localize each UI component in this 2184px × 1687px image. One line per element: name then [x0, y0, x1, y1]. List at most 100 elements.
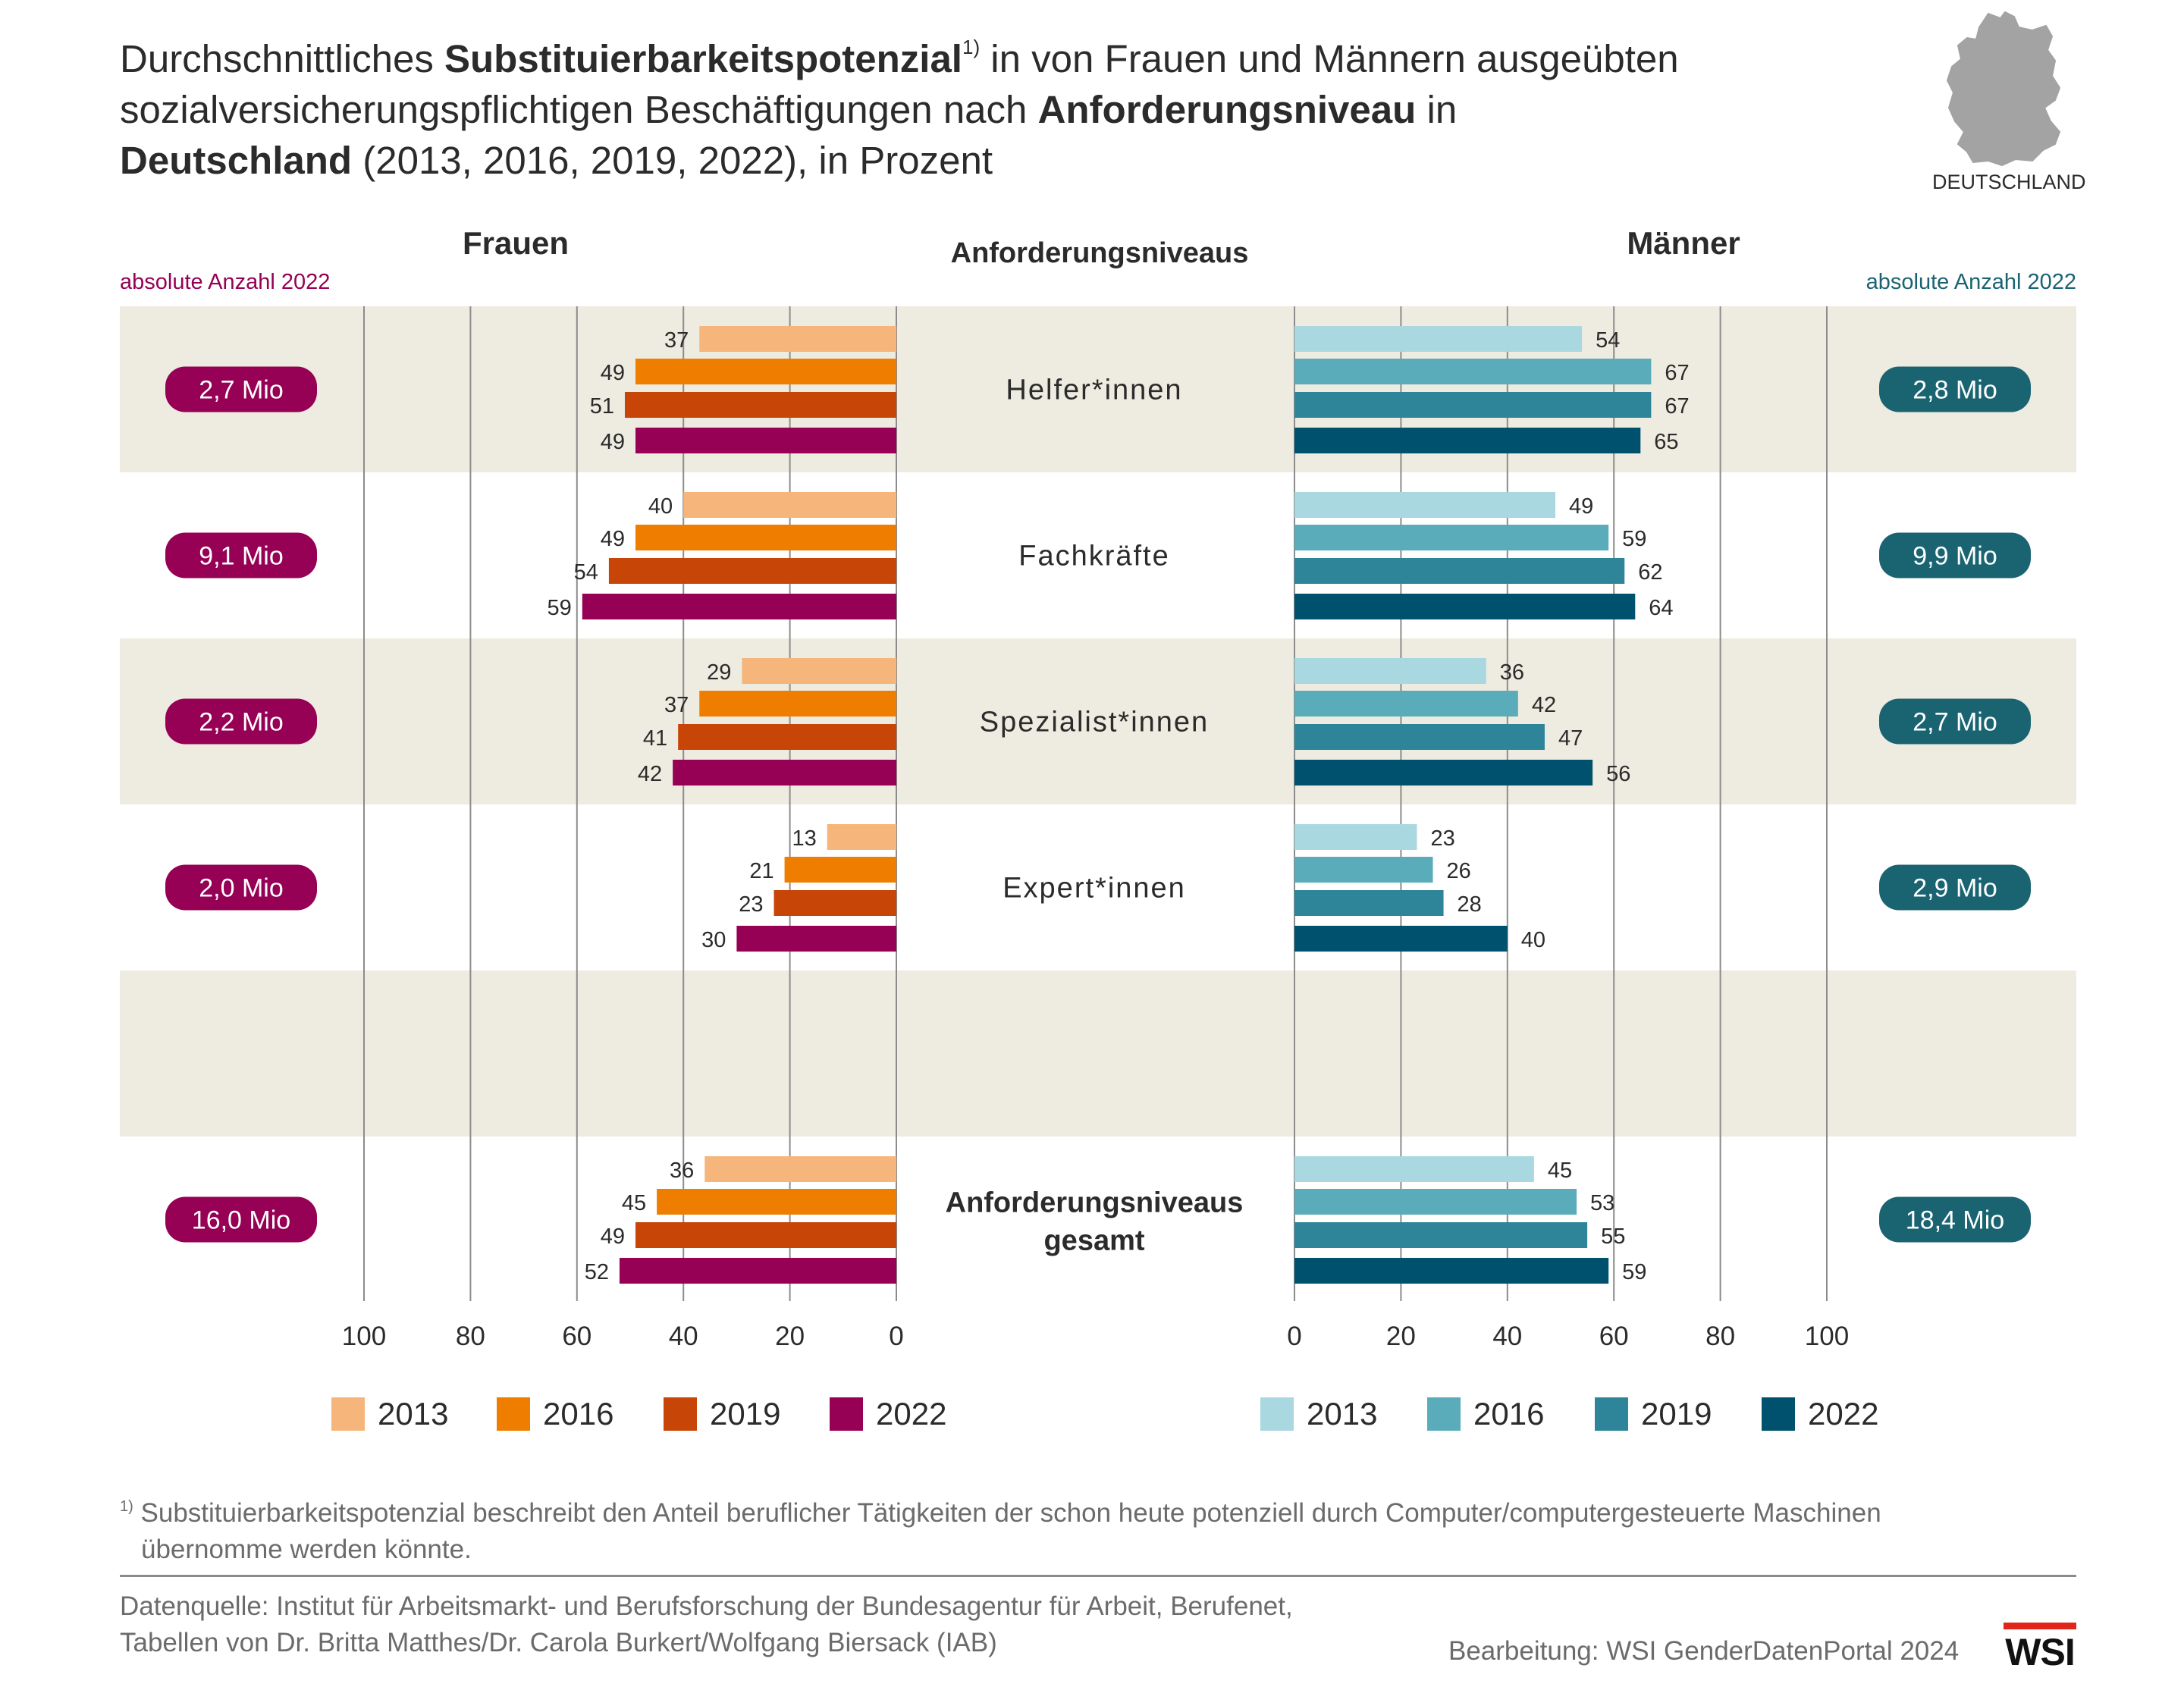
data-label-men: 40: [1521, 928, 1545, 952]
bar-men-2013: [1294, 326, 1583, 352]
data-label-women: 54: [574, 560, 598, 585]
legend-swatch-women-2013: [331, 1397, 365, 1431]
bar-women-2019: [774, 890, 896, 916]
bar-women-2022: [619, 1258, 896, 1284]
category-label: gesamt: [1043, 1225, 1144, 1257]
bar-men-2022: [1294, 1258, 1609, 1284]
data-label-women: 52: [585, 1260, 609, 1284]
absolute-badge-women-text: 9,1 Mio: [199, 542, 284, 571]
legend-swatch-men-2016: [1427, 1397, 1461, 1431]
legend-label-men: 2019: [1641, 1396, 1712, 1431]
data-label-men: 23: [1430, 826, 1454, 851]
footnote-line-1: 1) Substituierbarkeitspotenzial beschrei…: [120, 1498, 1881, 1528]
legend-swatch-women-2022: [830, 1397, 863, 1431]
bar-women-2016: [657, 1189, 896, 1215]
bar-men-2013: [1294, 824, 1417, 850]
bar-men-2019: [1294, 558, 1625, 584]
bar-men-2016: [1294, 1189, 1577, 1215]
credit: Bearbeitung: WSI GenderDatenPortal 2024: [1448, 1636, 1960, 1666]
data-label-women: 30: [701, 928, 726, 952]
data-label-men: 28: [1458, 892, 1482, 917]
source-line-2: Tabellen von Dr. Britta Matthes/Dr. Caro…: [120, 1628, 997, 1657]
x-tick-label-men: 0: [1287, 1322, 1301, 1351]
x-tick-label-women: 40: [669, 1322, 698, 1351]
chart-title: Durchschnittliches Substituierbarkeitspo…: [120, 33, 1864, 186]
bar-women-2013: [699, 326, 896, 352]
bar-women-2019: [624, 392, 896, 418]
title-line-3: Deutschland (2013, 2016, 2019, 2022), in…: [120, 139, 993, 182]
data-label-men: 45: [1548, 1159, 1572, 1183]
legend-swatch-women-2019: [664, 1397, 697, 1431]
bar-men-2013: [1294, 658, 1486, 684]
bar-women-2022: [635, 428, 896, 453]
footer-divider: [120, 1575, 2076, 1577]
bar-men-2019: [1294, 890, 1444, 916]
germany-map-icon: [1946, 11, 2061, 167]
legend-swatch-women-2016: [497, 1397, 530, 1431]
x-tick-label-women: 60: [562, 1322, 592, 1351]
x-tick-label-women: 0: [889, 1322, 903, 1351]
legend-label-women: 2013: [378, 1396, 448, 1431]
data-source: Datenquelle: Institut für Arbeitsmarkt- …: [120, 1588, 1561, 1661]
data-label-women: 51: [590, 394, 614, 419]
absolute-badge-men: [1879, 698, 2031, 745]
absolute-badge-men: [1879, 1196, 2031, 1243]
footnote-line-2: übernomme werden könnte.: [141, 1535, 472, 1564]
footnote: 1) Substituierbarkeitspotenzial beschrei…: [120, 1495, 2091, 1568]
legend-label-women: 2016: [543, 1396, 613, 1431]
source-line-1: Datenquelle: Institut für Arbeitsmarkt- …: [120, 1591, 1293, 1621]
bar-men-2013: [1294, 1156, 1534, 1182]
bar-men-2016: [1294, 525, 1609, 550]
bar-women-2019: [678, 724, 896, 750]
category-band: [120, 970, 2076, 1137]
bar-men-2019: [1294, 392, 1652, 418]
data-label-women: 29: [707, 660, 731, 685]
legend-label-men: 2016: [1473, 1396, 1544, 1431]
legend-label-women: 2019: [710, 1396, 780, 1431]
absolute-badge-men: [1879, 532, 2031, 579]
bar-women-2019: [635, 1222, 896, 1248]
bar-women-2013: [827, 824, 896, 850]
legend-swatch-men-2013: [1260, 1397, 1294, 1431]
x-tick-label-men: 20: [1386, 1322, 1416, 1351]
absolute-badge-women: [165, 532, 317, 579]
absolute-badge-men: [1879, 864, 2031, 911]
data-label-men: 67: [1665, 361, 1689, 385]
legend-label-women: 2022: [876, 1396, 946, 1431]
data-label-men: 56: [1606, 762, 1630, 786]
data-label-men: 54: [1596, 328, 1620, 353]
x-tick-label-men: 40: [1492, 1322, 1522, 1351]
absolute-badge-women: [165, 366, 317, 412]
absolute-badge-women: [165, 1196, 317, 1243]
bar-women-2016: [699, 691, 896, 717]
absolute-badge-women-text: 2,7 Mio: [199, 376, 284, 405]
category-label: Anforderungsniveaus: [946, 1187, 1244, 1219]
absolute-badge-women-text: 16,0 Mio: [192, 1206, 290, 1235]
bar-men-2019: [1294, 1222, 1588, 1248]
data-label-women: 36: [670, 1159, 694, 1183]
absolute-badge-men: [1879, 366, 2031, 412]
wsi-logo: WSI: [2004, 1623, 2076, 1673]
data-label-men: 53: [1590, 1191, 1614, 1215]
bar-men-2013: [1294, 492, 1555, 518]
data-label-men: 67: [1665, 394, 1689, 419]
category-label: Spezialist*innen: [980, 707, 1209, 738]
women-absolute-header: absolute Anzahl 2022: [120, 270, 331, 294]
absolute-badge-women: [165, 864, 317, 911]
x-tick-label-women: 80: [456, 1322, 485, 1351]
title-line-2: sozialversicherungspflichtigen Beschäfti…: [120, 88, 1458, 131]
title-line-1: Durchschnittliches Substituierbarkeitspo…: [120, 36, 1679, 80]
legend-label-men: 2013: [1307, 1396, 1377, 1431]
data-label-women: 49: [601, 430, 625, 454]
bar-women-2016: [635, 359, 896, 384]
data-label-women: 45: [622, 1191, 646, 1215]
data-label-men: 42: [1532, 693, 1556, 717]
data-label-men: 47: [1558, 726, 1583, 751]
bar-women-2022: [673, 760, 896, 785]
bar-women-2013: [742, 658, 896, 684]
bar-men-2022: [1294, 594, 1636, 619]
x-tick-label-women: 20: [775, 1322, 805, 1351]
data-label-women: 49: [601, 361, 625, 385]
category-band: [120, 638, 2076, 804]
data-label-men: 59: [1622, 1260, 1646, 1284]
